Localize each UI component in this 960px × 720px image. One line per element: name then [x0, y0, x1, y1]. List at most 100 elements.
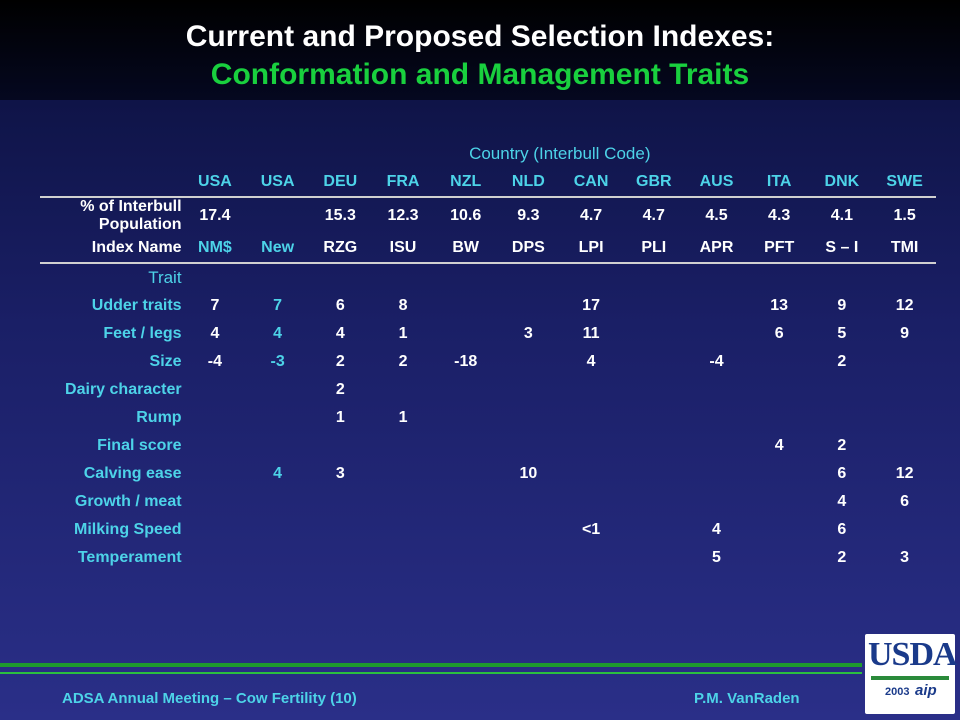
- population-value: 9.3: [517, 207, 540, 224]
- empty-cell: [622, 263, 685, 292]
- trait-value: [622, 404, 685, 432]
- trait-name: Dairy character: [65, 381, 182, 398]
- trait-value: 12: [895, 297, 914, 314]
- trait-value: [434, 292, 497, 320]
- trait-value: 2: [837, 353, 847, 370]
- trait-value: [497, 376, 560, 404]
- trait-name: Size: [149, 353, 182, 370]
- index-name: LPI: [559, 234, 623, 264]
- trait-value: 2: [837, 437, 847, 454]
- trait-name: Temperament: [77, 549, 182, 566]
- trait-row: Rump 1 1: [40, 404, 936, 432]
- trait-row: Temperament 5 2 3: [40, 544, 936, 572]
- trait-value: [434, 320, 497, 348]
- country-code: SWE: [873, 168, 936, 198]
- trait-value: [560, 544, 623, 572]
- trait-value: [560, 404, 623, 432]
- trait-value: [622, 320, 685, 348]
- trait-value: [497, 348, 560, 376]
- trait-value: [246, 516, 309, 544]
- slide-subtitle: Conformation and Management Traits: [210, 58, 750, 91]
- trait-value: [685, 432, 748, 460]
- index-name: RZG: [308, 234, 372, 264]
- trait-value: 2: [398, 353, 408, 370]
- country-code: ITA: [747, 168, 811, 198]
- empty-cell: [811, 263, 874, 292]
- population-value: 1.5: [893, 207, 916, 224]
- index-name: NM$: [183, 234, 247, 264]
- trait-value: [560, 432, 623, 460]
- trait-row: Size -4 -3 2 2 -18 4 -4 2: [40, 348, 936, 376]
- title-banner: [0, 0, 960, 100]
- footer-author: P.M. VanRaden: [694, 690, 800, 707]
- index-name: New: [246, 234, 309, 264]
- trait-value: 4: [273, 465, 283, 482]
- trait-value: 6: [837, 521, 847, 538]
- logo-year: 2003: [885, 686, 910, 698]
- footer-meeting: ADSA Annual Meeting – Cow Fertility (10): [62, 690, 357, 707]
- selection-index-table: Country (Interbull Code) USA USA DEU FRA NZL N…: [40, 140, 936, 572]
- slide-title: Current and Proposed Selection Indexes:: [185, 20, 775, 53]
- trait-value: [622, 376, 685, 404]
- empty-cell: [434, 263, 497, 292]
- trait-name: Rump: [136, 409, 182, 426]
- trait-value: [748, 544, 811, 572]
- trait-value: 4: [586, 353, 596, 370]
- trait-value: [184, 460, 247, 488]
- country-code: USA: [246, 168, 309, 198]
- empty-cell: [748, 263, 811, 292]
- trait-value: [748, 460, 811, 488]
- empty-cell: [246, 263, 309, 292]
- country-code: FRA: [371, 168, 435, 198]
- index-name: ISU: [371, 234, 435, 264]
- trait-value: 5: [837, 325, 847, 342]
- trait-value: [560, 488, 623, 516]
- index-label: Index Name: [40, 234, 184, 264]
- country-code: USA: [183, 168, 247, 198]
- trait-value: [622, 488, 685, 516]
- trait-value: [873, 404, 936, 432]
- footer-divider-thin: [0, 672, 862, 674]
- trait-value: [434, 544, 497, 572]
- trait-value: [622, 432, 685, 460]
- trait-value: [372, 544, 435, 572]
- trait-value: [685, 488, 748, 516]
- trait-value: 9: [900, 325, 910, 342]
- trait-row: Milking Speed <1 4 6: [40, 516, 936, 544]
- trait-value: -4: [207, 353, 223, 370]
- country-code: AUS: [685, 168, 748, 198]
- trait-value: [309, 544, 372, 572]
- trait-value: [372, 460, 435, 488]
- trait-value: 2: [837, 549, 847, 566]
- empty-cell: [685, 263, 748, 292]
- trait-value: [685, 460, 748, 488]
- trait-value: [246, 404, 309, 432]
- trait-value: [434, 516, 497, 544]
- trait-value: 1: [398, 409, 408, 426]
- trait-value: [748, 516, 811, 544]
- trait-value: [685, 292, 748, 320]
- logo-bar: [871, 676, 949, 680]
- trait-value: [685, 376, 748, 404]
- logo-text: USDA: [868, 636, 958, 673]
- trait-row: Udder traits 7 7 6 8 17 13 9 12: [40, 292, 936, 320]
- trait-value: 11: [582, 325, 600, 342]
- empty-cell: [40, 140, 184, 168]
- trait-value: [811, 376, 874, 404]
- trait-row: Dairy character 2: [40, 376, 936, 404]
- country-code: CAN: [559, 168, 623, 198]
- trait-value: [372, 516, 435, 544]
- trait-value: [434, 460, 497, 488]
- trait-value: [309, 516, 372, 544]
- population-value: 4.3: [768, 207, 791, 224]
- trait-value: 7: [210, 297, 220, 314]
- trait-value: 13: [770, 297, 789, 314]
- trait-value: 6: [774, 325, 784, 342]
- trait-value: 3: [335, 465, 345, 482]
- population-value: 10.6: [450, 207, 482, 224]
- empty-cell: [372, 263, 435, 292]
- country-code: GBR: [622, 168, 686, 198]
- population-label: % of Interbull Population: [80, 198, 182, 233]
- footer-divider: [0, 663, 862, 667]
- population-value: 4.5: [705, 207, 728, 224]
